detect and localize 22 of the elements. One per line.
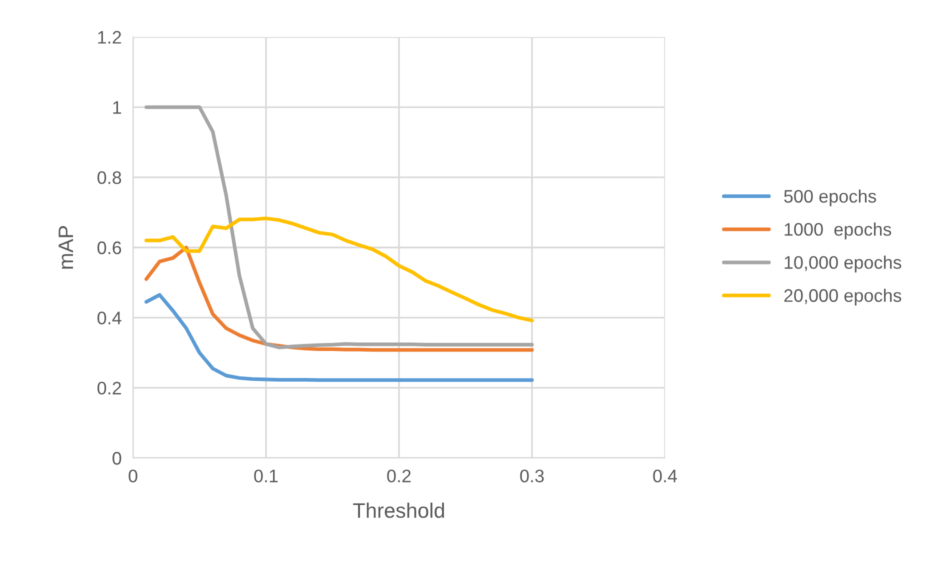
legend-label: 1000 epochs bbox=[784, 222, 892, 240]
x-axis-title: Threshold bbox=[353, 502, 444, 518]
y-tick-label: 1.2 bbox=[98, 30, 121, 44]
line-series bbox=[144, 105, 534, 350]
x-tick-label: 0.4 bbox=[653, 470, 678, 482]
x-tick-label: 0.3 bbox=[520, 470, 544, 482]
y-axis-title: mAP bbox=[58, 226, 74, 269]
line-series bbox=[144, 293, 534, 382]
x-tick-label: 0.2 bbox=[387, 470, 411, 482]
legend-label: 20,000 epochs bbox=[784, 288, 902, 306]
y-tick-label: 0.8 bbox=[97, 171, 122, 184]
y-tick-label: 0.4 bbox=[97, 312, 122, 324]
y-tick-label: 0.6 bbox=[97, 241, 122, 254]
legend-label: 10,000 epochs bbox=[784, 256, 902, 272]
y-tick-label: 0 bbox=[112, 452, 122, 465]
legend-label: 500 epochs bbox=[784, 189, 876, 206]
line-series bbox=[144, 216, 534, 322]
line-series bbox=[144, 246, 534, 352]
x-tick-label: 0.1 bbox=[254, 470, 278, 482]
y-tick-label: 1 bbox=[113, 101, 122, 114]
y-tick-label: 0.2 bbox=[97, 382, 121, 395]
x-tick-label: 0 bbox=[128, 470, 138, 482]
